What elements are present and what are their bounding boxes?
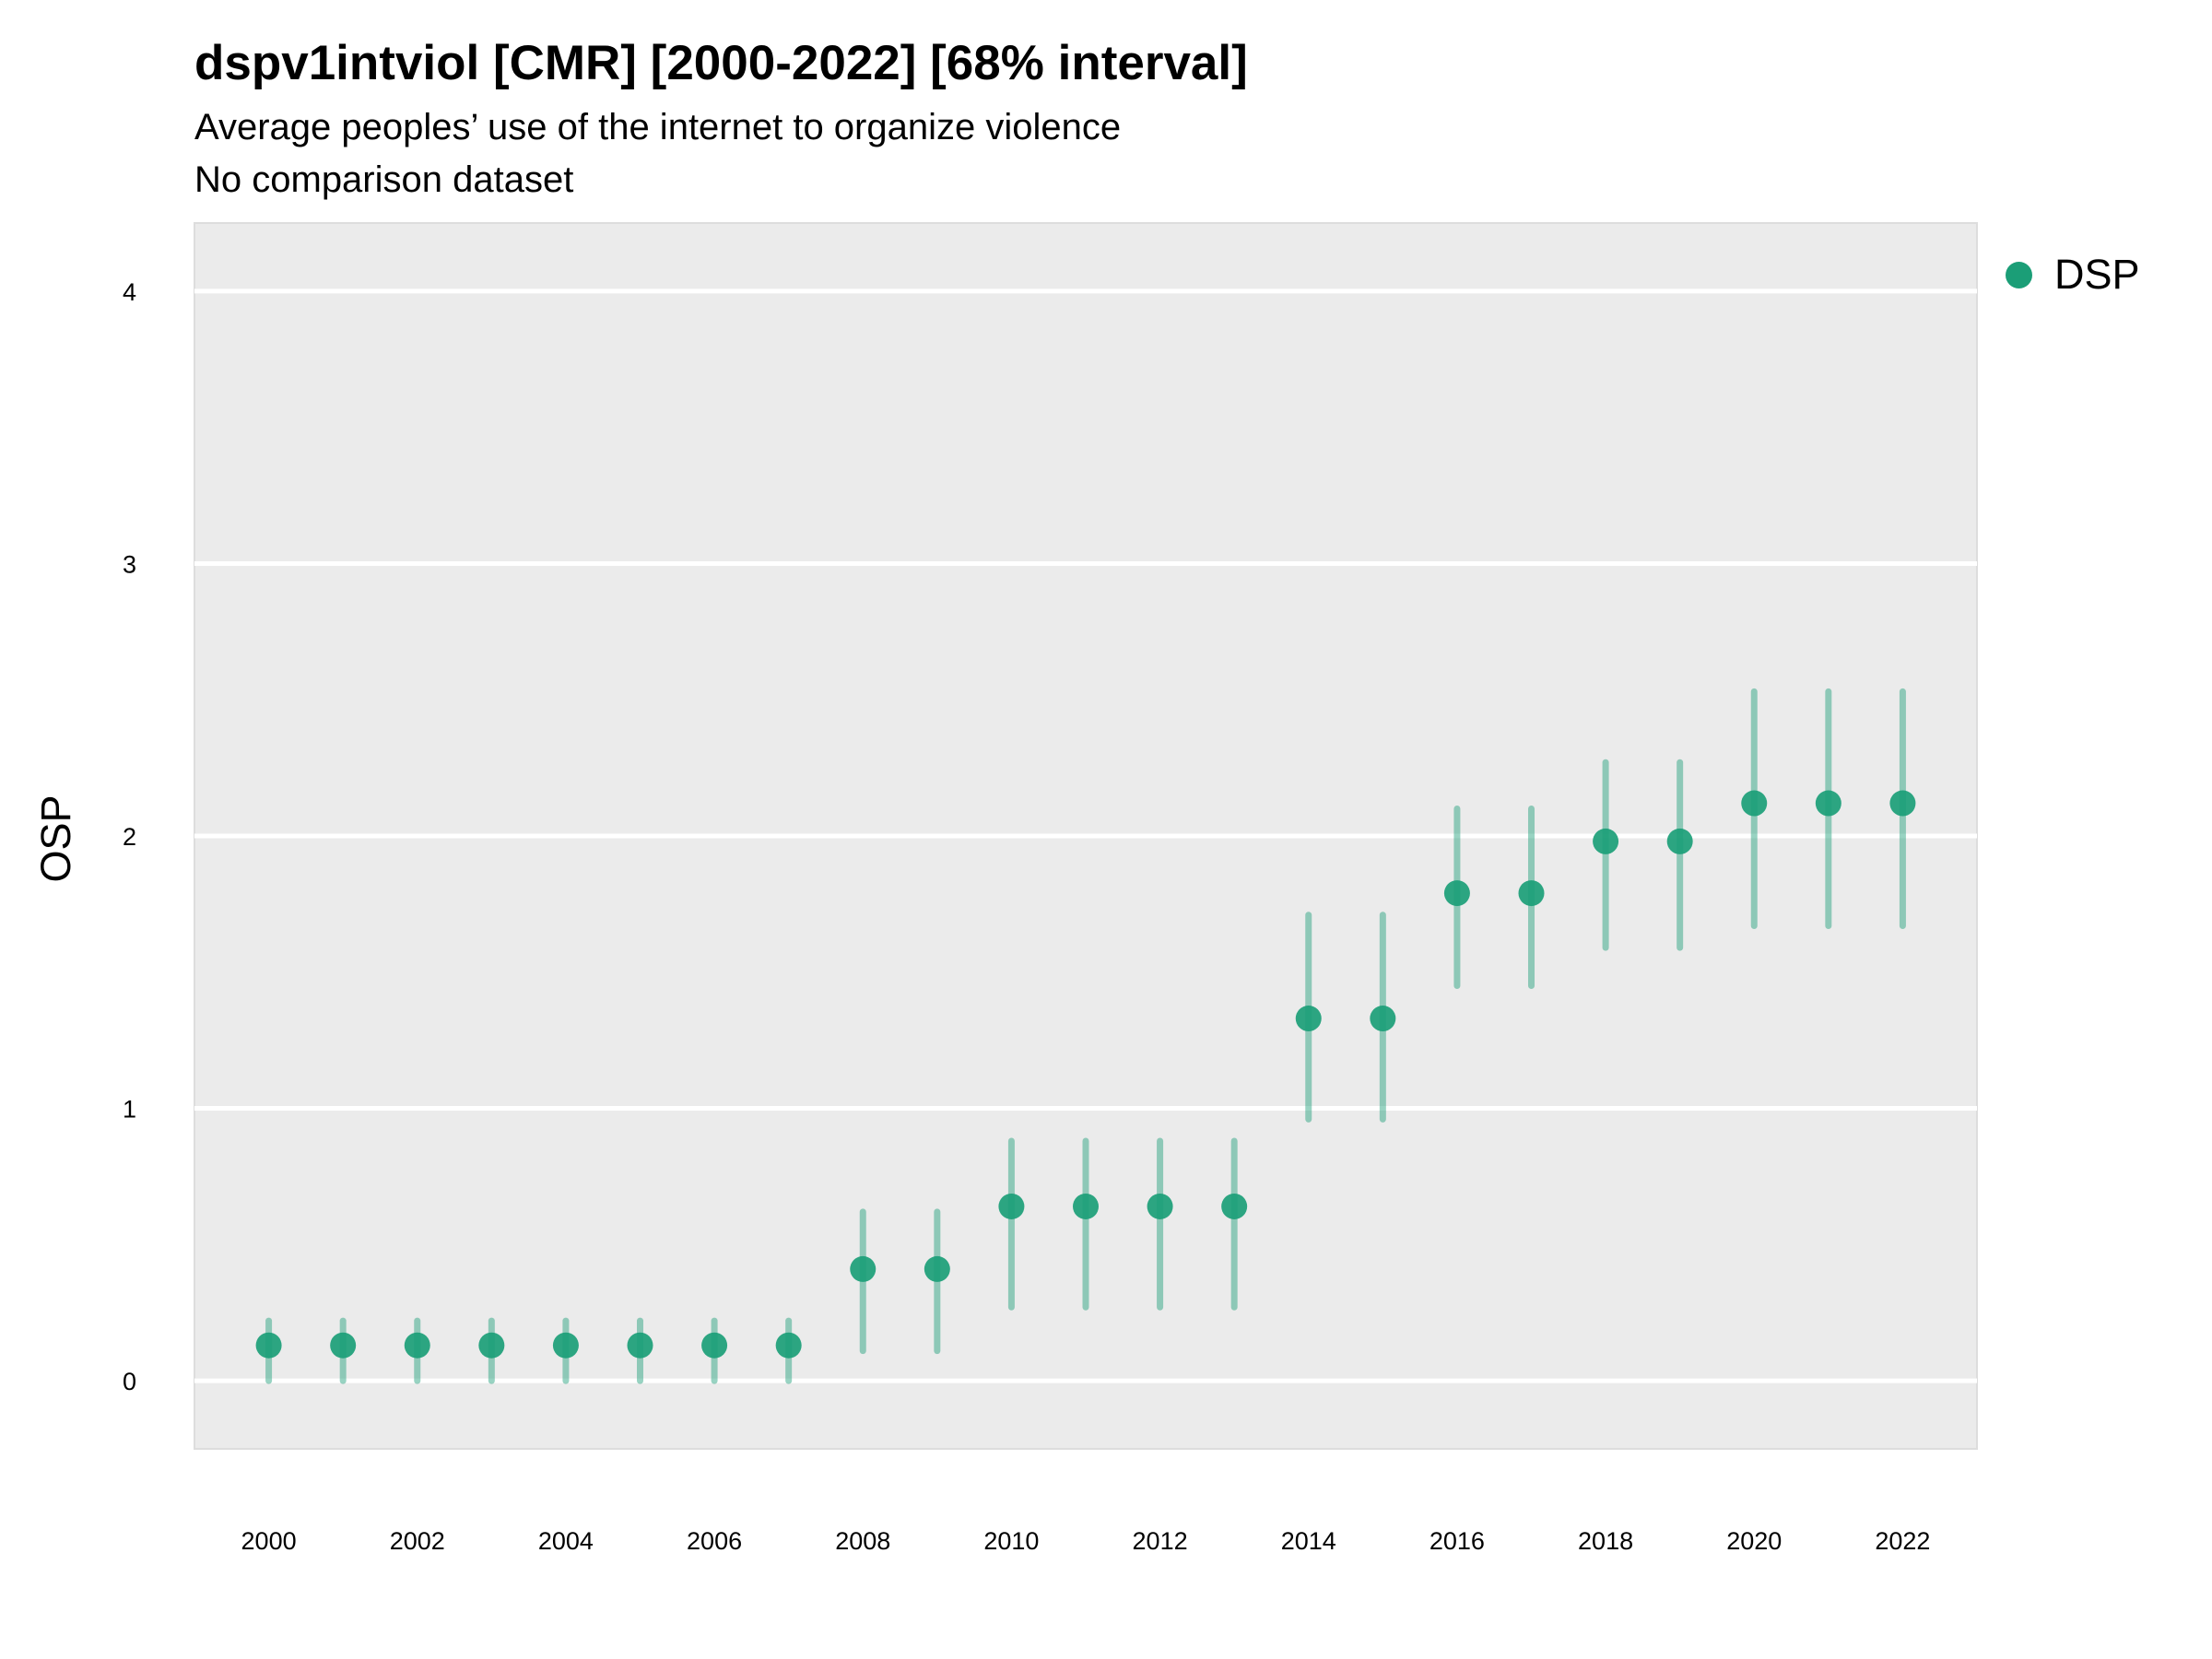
point-2016 [1443,880,1470,907]
y-axis-ticks: 0 1 2 3 4 [123,278,136,1395]
point-2009 [924,1255,950,1282]
point-2008 [850,1255,877,1282]
x-tick-label: 2014 [1281,1527,1336,1555]
x-tick-label: 2010 [983,1527,1039,1555]
y-tick-label: 4 [123,278,136,306]
x-tick-label: 2002 [390,1527,445,1555]
y-tick-label: 2 [123,823,136,851]
point-2017 [1518,880,1545,907]
x-tick-label: 2022 [1875,1527,1930,1555]
point-2003 [478,1332,505,1359]
x-tick-label: 2008 [835,1527,890,1555]
point-2005 [627,1332,653,1359]
x-tick-label: 2000 [241,1527,297,1555]
y-axis-label: OSP [32,794,79,882]
x-tick-label: 2018 [1578,1527,1633,1555]
y-tick-label: 0 [123,1368,136,1395]
point-2001 [330,1332,357,1359]
point-2018 [1593,828,1619,854]
point-2012 [1147,1193,1173,1219]
x-axis-ticks: 2000 2002 2004 2006 2008 2010 2012 2014 2016 2018… [241,1527,1931,1555]
point-2015 [1370,1006,1396,1032]
point-2000 [255,1332,282,1359]
point-2004 [552,1332,579,1359]
legend: DSP [2006,251,2140,299]
chart-subtitle-secondary: No comparison dataset [194,159,574,200]
chart-title: dspv1intviol [CMR] [2000-2022] [68% inte… [194,36,1248,90]
legend-swatch-dsp [2006,261,2032,288]
chart-subtitle: Average peoples’ use of the internet to … [194,107,1122,147]
point-2019 [1666,828,1693,854]
x-tick-label: 2012 [1133,1527,1188,1555]
legend-label-dsp: DSP [2054,251,2140,298]
point-2013 [1221,1193,1248,1219]
point-2021 [1815,790,1841,817]
y-tick-label: 3 [123,550,136,578]
point-2002 [404,1332,430,1359]
x-tick-label: 2006 [687,1527,742,1555]
point-2014 [1295,1006,1322,1032]
y-tick-label: 1 [123,1096,136,1124]
point-2011 [1073,1193,1099,1219]
point-2020 [1741,790,1768,817]
x-tick-label: 2016 [1430,1527,1485,1555]
data-points [255,790,1916,1359]
point-2006 [701,1332,728,1359]
point-2010 [998,1193,1025,1219]
x-tick-label: 2004 [538,1527,594,1555]
point-2007 [775,1332,802,1359]
point-2022 [1889,790,1916,817]
x-tick-label: 2020 [1726,1527,1782,1555]
